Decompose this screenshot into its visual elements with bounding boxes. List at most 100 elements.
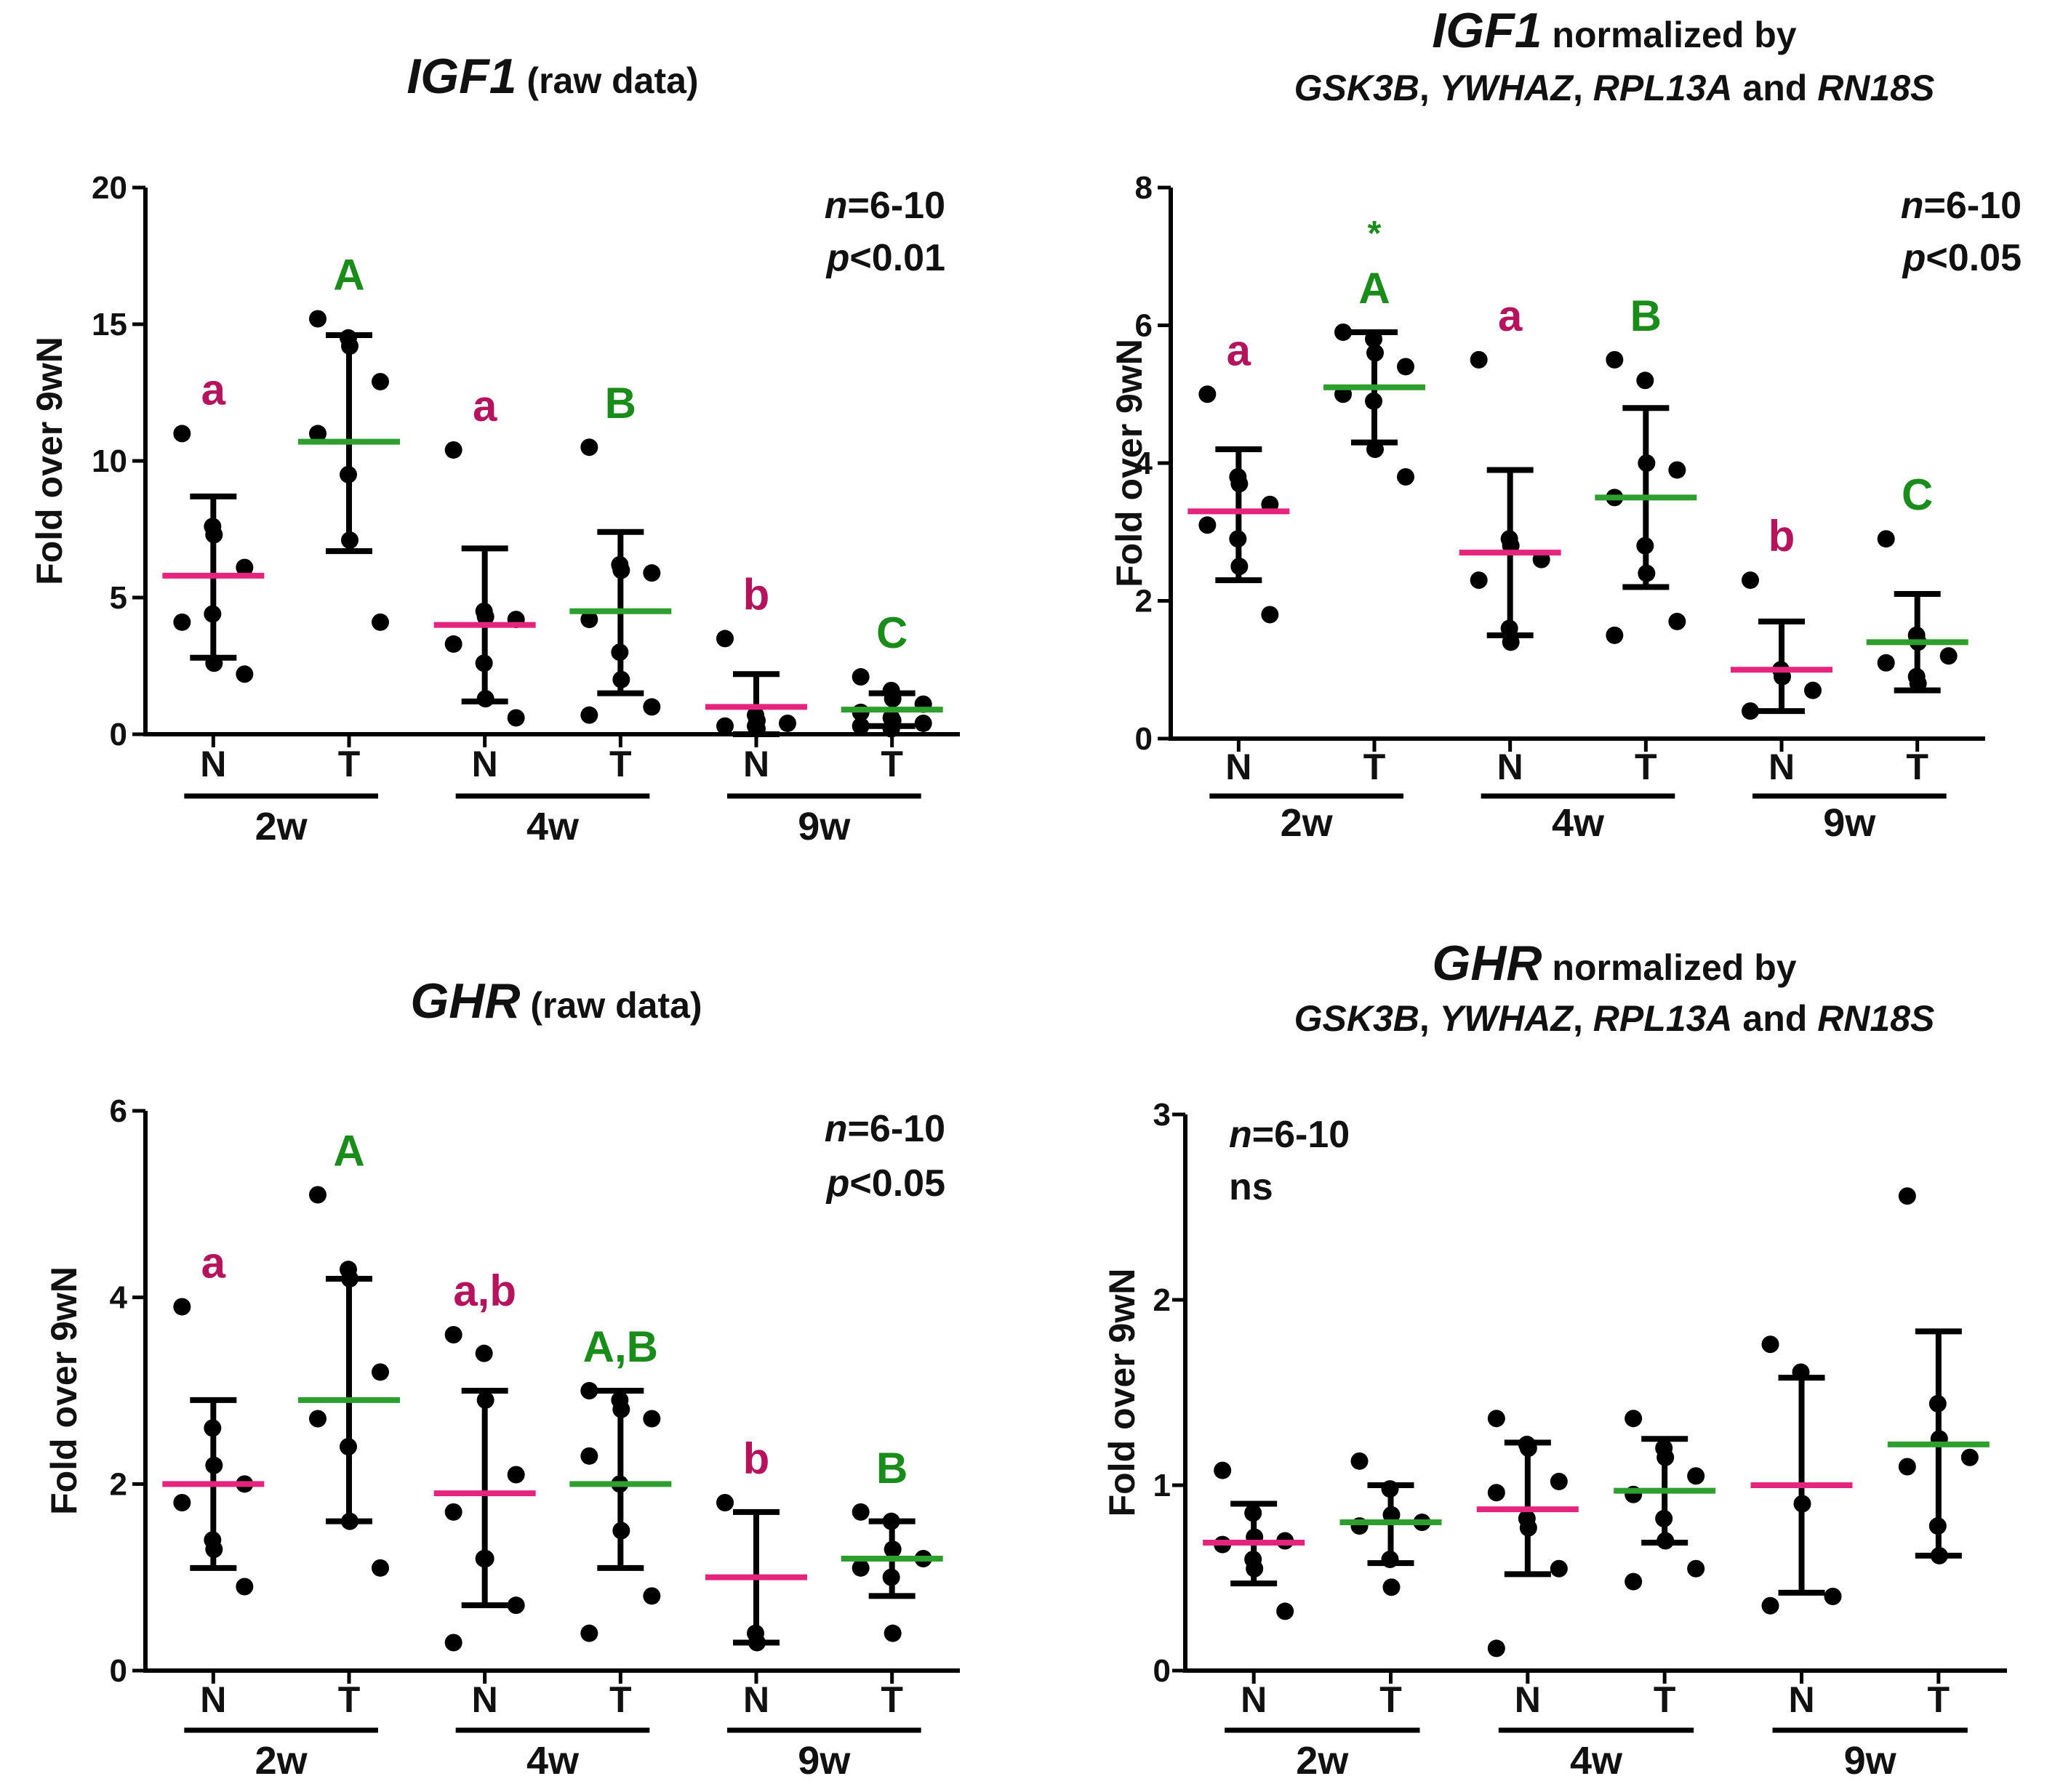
x-tick-label: T <box>1363 747 1386 787</box>
x-tick-label: T <box>1379 1679 1402 1720</box>
chart-title-suffix: normalized by <box>1542 947 1797 988</box>
title-separator: and <box>1733 68 1818 108</box>
chart-title-gene: IGF1 <box>1432 3 1542 58</box>
data-point <box>1261 606 1279 624</box>
data-point <box>1625 1572 1643 1591</box>
age-group-label: 2w <box>1296 1739 1349 1783</box>
significance-letter: a <box>201 1239 226 1287</box>
data-point <box>852 717 870 735</box>
stats-n-symbol: n <box>1901 185 1924 227</box>
stats-n-value: =6-10 <box>1924 185 2022 227</box>
y-tick-label: 4 <box>110 1280 128 1316</box>
x-tick-label: N <box>472 744 498 784</box>
data-point <box>1877 654 1895 672</box>
y-axis-label: Fold over 9wN <box>1109 339 1150 587</box>
data-point <box>236 1578 254 1596</box>
stats-n: n=6-10 <box>825 1108 945 1150</box>
data-point <box>444 441 462 459</box>
significance-letter: a <box>1498 292 1523 340</box>
stats-p: p<0.05 <box>825 1162 945 1205</box>
data-point <box>1487 1484 1505 1502</box>
significance-letter: a <box>473 382 497 430</box>
age-group-label: 9w <box>798 805 851 848</box>
y-tick-label: 10 <box>92 443 127 479</box>
data-point <box>507 1596 525 1615</box>
x-tick-label: T <box>881 1679 903 1720</box>
chart-title: GHR (raw data) <box>410 973 702 1029</box>
data-point <box>580 706 598 724</box>
data-point <box>1824 1588 1842 1605</box>
data-point <box>580 1624 598 1642</box>
data-point <box>1470 571 1488 590</box>
data-point <box>1606 350 1624 369</box>
y-tick-label: 6 <box>110 1093 127 1129</box>
y-tick-label: 0 <box>110 1653 127 1689</box>
reference-gene-name: GSK3B <box>1294 998 1419 1039</box>
x-tick-label: N <box>743 744 769 784</box>
data-point <box>1550 1559 1568 1578</box>
data-point <box>507 1466 525 1484</box>
x-tick-label: N <box>1225 747 1251 787</box>
data-point <box>1397 467 1414 486</box>
reference-gene-name: YWHAZ <box>1440 998 1575 1039</box>
reference-gene-name: YWHAZ <box>1440 68 1575 108</box>
data-point <box>1198 385 1217 403</box>
age-group-label: 9w <box>1844 1739 1897 1783</box>
data-point <box>643 1587 661 1605</box>
x-tick-label: T <box>609 744 632 784</box>
stats-n-symbol: n <box>825 185 848 227</box>
chart-title-suffix: (raw data) <box>521 985 702 1026</box>
data-point <box>1668 612 1686 630</box>
data-point <box>444 1634 462 1652</box>
title-separator: , <box>1573 68 1593 108</box>
y-tick-label: 20 <box>92 170 127 206</box>
data-point <box>1198 516 1217 534</box>
data-point <box>1742 571 1759 590</box>
stats-n-symbol: n <box>1229 1114 1252 1156</box>
y-axis-label: Fold over 9wN <box>44 1266 84 1515</box>
data-point <box>173 613 191 631</box>
age-group-label: 4w <box>1552 801 1605 845</box>
reference-gene-name: RN18S <box>1817 998 1934 1039</box>
x-tick-label: N <box>1768 747 1795 787</box>
significance-letter: A,B <box>583 1322 658 1371</box>
age-group-label: 2w <box>255 1739 308 1783</box>
significance-letter: C <box>1902 470 1933 519</box>
stats-p-symbol: p <box>1902 237 1926 279</box>
y-tick-label: 6 <box>1135 308 1153 344</box>
stats-p-symbol: p <box>825 1162 850 1205</box>
data-point <box>1898 1187 1916 1205</box>
data-point <box>1804 681 1822 699</box>
age-group-label: 4w <box>1570 1739 1623 1783</box>
data-point <box>1742 702 1759 720</box>
data-point <box>173 1494 191 1511</box>
age-group-label: 4w <box>526 805 580 848</box>
data-point <box>580 611 598 629</box>
y-tick-label: 0 <box>1153 1653 1171 1689</box>
age-group-label: 9w <box>1823 801 1876 845</box>
significance-letter: b <box>1768 512 1795 560</box>
data-point <box>716 717 734 735</box>
chart-panel-4: GHR normalized by GSK3B, YWHAZ, RPL13A an… <box>1102 936 2007 1783</box>
data-point <box>372 1363 389 1381</box>
data-point <box>1761 1335 1779 1354</box>
y-tick-label: 15 <box>92 307 127 342</box>
data-point <box>1877 530 1895 548</box>
data-point <box>1487 1410 1505 1428</box>
x-tick-label: N <box>1788 1679 1814 1720</box>
x-tick-label: T <box>1906 747 1928 787</box>
stats-p-value: <0.01 <box>849 237 945 279</box>
data-point <box>1761 1596 1779 1615</box>
reference-gene-name: RPL13A <box>1593 68 1733 108</box>
data-point <box>580 1447 598 1465</box>
data-point <box>716 630 734 648</box>
significance-letter: B <box>605 379 636 427</box>
data-point <box>372 372 389 390</box>
data-point <box>1397 358 1414 376</box>
chart-title-suffix: normalized by <box>1542 15 1797 55</box>
stats-p: ns <box>1229 1166 1273 1208</box>
x-tick-label: T <box>1928 1679 1950 1720</box>
x-tick-label: T <box>881 744 903 784</box>
x-tick-label: T <box>609 1679 632 1720</box>
significance-letter: A <box>333 1127 364 1176</box>
